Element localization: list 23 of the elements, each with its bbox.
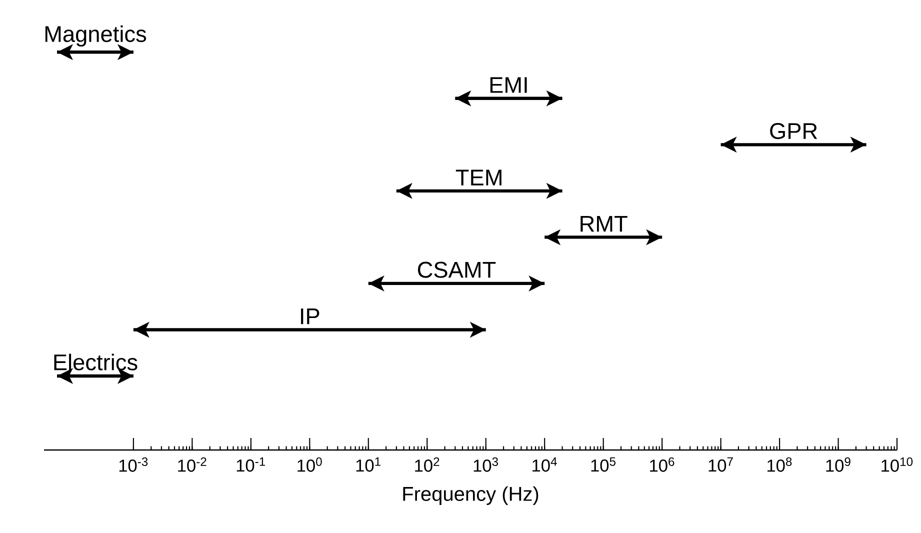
x-tick-label: 10$^{5}$ [591, 457, 616, 472]
y-tick-label: TEM [456, 170, 502, 186]
y-tick-label: RMT [580, 216, 628, 232]
y-tick-label: Electrics [54, 354, 138, 370]
y-tick-label: IP [301, 308, 320, 324]
x-tick-label: 10$^{7}$ [708, 457, 733, 472]
y-tick-label: Magnetics [45, 25, 146, 47]
x-tick-label: 10$^{2}$ [415, 457, 440, 472]
x-axis-title: Frequency (Hz) [403, 486, 538, 505]
y-tick-label: CSAMT [418, 262, 496, 278]
x-tick-label: 10$^{9}$ [826, 457, 850, 472]
x-tick-label: 10$^{0}$ [298, 457, 322, 472]
x-tick-label: 10$^{-1}$ [236, 457, 266, 472]
x-tick-label: 10$^{3}$ [474, 457, 498, 472]
x-tick-label: 10$^{8}$ [768, 457, 792, 472]
x-tick-label: 10$^{-2}$ [178, 457, 206, 472]
x-tick-label: 10$^{10}$ [882, 457, 913, 472]
y-tick-label: EMI [490, 77, 527, 93]
x-tick-label: 10$^{1}$ [356, 457, 380, 472]
x-tick-label: 10$^{6}$ [650, 457, 674, 472]
x-tick-label: 10$^{-3}$ [119, 457, 148, 472]
x-tick-label: 10$^{4}$ [532, 457, 557, 472]
y-tick-label: GPR [770, 123, 818, 140]
